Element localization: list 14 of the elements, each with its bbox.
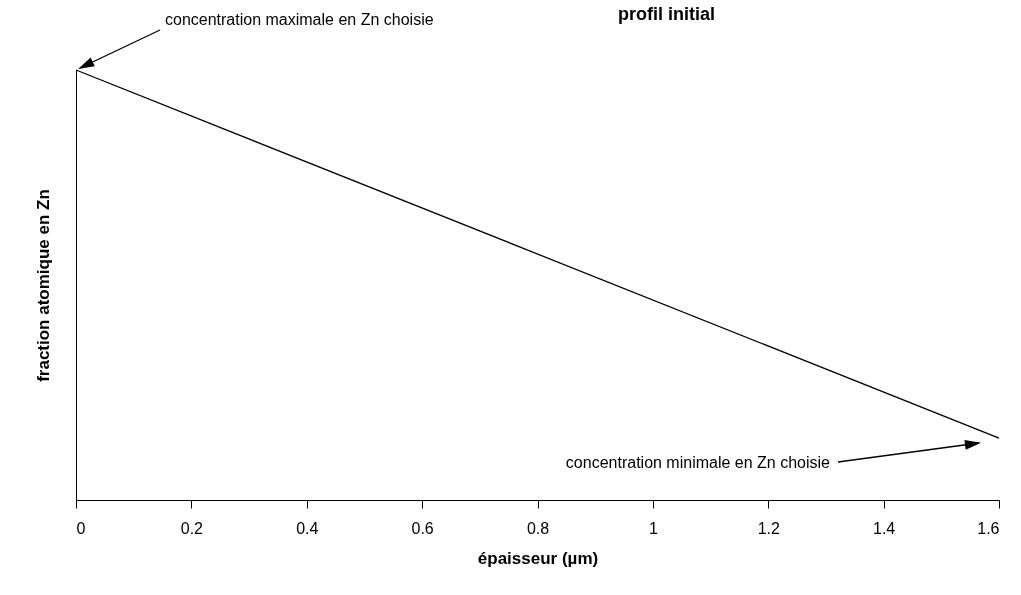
y-axis-title: fraction atomique en Zn (33, 189, 53, 382)
text: concentration maximale en Zn choisie (165, 11, 434, 28)
x-tick-label: 1.2 (757, 519, 780, 537)
annotation: concentration minimale en Zn choisie (565, 454, 831, 471)
chart-title: profil initial (618, 4, 715, 24)
x-tick-label: 0 (76, 519, 86, 537)
x-tick-label: 0.4 (296, 519, 319, 537)
x-tick-label: 0.6 (411, 519, 434, 537)
x-tick-label: 0.2 (180, 519, 204, 537)
x-tick-label: 0.8 (526, 519, 550, 537)
x-tick-label: 1.6 (977, 519, 1000, 537)
x-tick-label: 1 (648, 519, 658, 537)
x-tick-label: 1.4 (873, 519, 896, 537)
x-axis-title: épaisseur (µm) (477, 548, 599, 568)
